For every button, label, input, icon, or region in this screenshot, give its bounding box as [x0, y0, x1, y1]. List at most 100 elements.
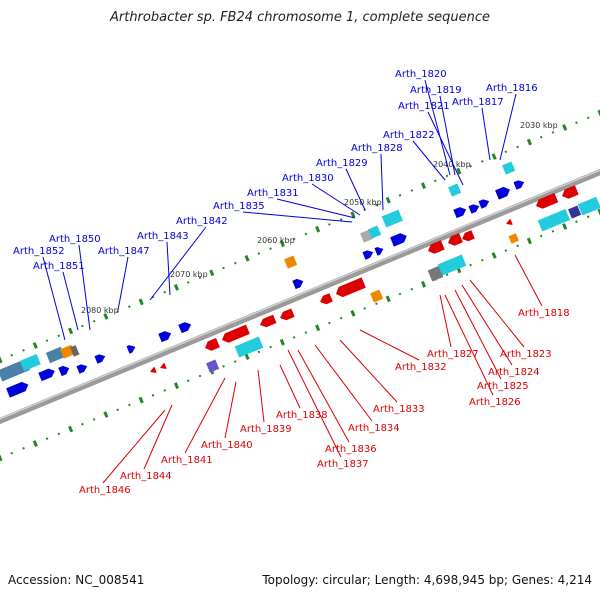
scale-tick — [186, 281, 190, 284]
scale-tick — [481, 160, 484, 163]
scale-tick — [339, 218, 343, 221]
gene-label-reverse: Arth_1818 — [518, 308, 570, 319]
leader-line — [339, 339, 398, 403]
gene-label-reverse: Arth_1839 — [240, 424, 292, 435]
backbone-highlight — [0, 169, 600, 420]
scale-tick-label: 2040 kbp — [433, 160, 471, 169]
scale-tick — [128, 305, 131, 309]
scale-tick — [163, 389, 167, 392]
forward-gene — [58, 365, 70, 377]
gene-label-forward: Arth_1852 — [13, 246, 65, 257]
gene-label-reverse: Arth_1832 — [395, 362, 447, 373]
scale-tick — [350, 309, 356, 317]
scale-tick — [279, 338, 285, 346]
gene-label-forward: Arth_1821 — [398, 101, 450, 112]
leader-line — [102, 409, 166, 484]
forward-gene — [362, 250, 374, 260]
gene-label-forward: Arth_1842 — [176, 216, 228, 227]
feature-box — [368, 225, 382, 239]
gene-box — [508, 233, 519, 244]
gene-arrow — [58, 365, 70, 377]
scale-tick — [433, 179, 437, 183]
scale-tick — [469, 263, 472, 267]
backbone-line — [0, 168, 600, 425]
leader-line — [514, 254, 543, 307]
scale-tick — [32, 342, 38, 349]
forward-gene — [374, 247, 384, 256]
feature-box — [568, 205, 582, 219]
leader-line — [287, 349, 342, 458]
scale-tick — [151, 393, 155, 397]
scale-tick — [257, 350, 261, 354]
scale-tick — [562, 124, 568, 131]
reverse-gene — [462, 230, 475, 242]
feature-box — [427, 265, 444, 282]
scale-tick — [385, 196, 391, 204]
forward-gene — [468, 204, 480, 214]
scale-tick — [304, 232, 308, 236]
scale-tick — [222, 266, 225, 270]
reverse-gene — [205, 338, 220, 351]
leader-line — [481, 107, 491, 161]
gene-label-reverse: Arth_1823 — [500, 349, 552, 360]
reverse-gene — [320, 293, 333, 305]
leader-line — [276, 198, 356, 219]
gene-box — [368, 225, 382, 239]
tick-layer: 2030 kbp 2040 kbp 2050 kbp 2060 kbp 2070 kbp… — [0, 109, 600, 462]
reverse-gene — [448, 233, 463, 246]
scale-tick — [597, 208, 600, 216]
scale-tick — [420, 281, 427, 288]
scale-tick — [116, 408, 119, 412]
leader-line — [461, 284, 513, 366]
scale-tick — [504, 249, 508, 252]
gene-box — [70, 345, 80, 357]
gene-label-forward: Arth_1819 — [410, 85, 462, 96]
leader-line — [439, 294, 452, 348]
leader-line — [314, 344, 373, 422]
scale-tick — [315, 225, 321, 233]
reverse-gene — [222, 324, 250, 343]
scale-tick — [198, 374, 202, 378]
scale-tick — [138, 298, 144, 306]
scale-tick — [292, 336, 296, 339]
gene-box — [502, 161, 516, 175]
scale-tick — [233, 261, 237, 265]
scale-tick-label: 2050 kbp — [344, 198, 382, 207]
scale-tick — [469, 164, 472, 168]
forward-gene — [6, 381, 29, 398]
leader-line — [257, 369, 265, 423]
scale-tick — [103, 411, 109, 418]
scale-tick — [163, 290, 167, 294]
leader-line — [345, 168, 366, 211]
gene-label-forward: Arth_1835 — [213, 201, 265, 212]
gene-label-reverse: Arth_1826 — [469, 397, 521, 408]
label-layer: Arth_1820 Arth_1819 Arth_1821 Arth_1817 Arth… — [13, 69, 570, 496]
leader-line — [166, 241, 171, 296]
scale-tick — [539, 234, 543, 238]
scale-tick — [420, 182, 427, 189]
scale-tick — [233, 360, 237, 363]
gene-label-reverse: Arth_1837 — [317, 459, 369, 470]
scale-tick — [385, 295, 391, 303]
scale-tick — [375, 302, 378, 305]
forward-gene — [390, 233, 407, 247]
forward-gene — [453, 207, 467, 219]
gene-arrow — [448, 233, 463, 246]
gene-box — [370, 289, 384, 303]
gene-label-forward: Arth_1820 — [395, 69, 447, 80]
gene-label-forward: Arth_1817 — [452, 97, 504, 108]
gene-label-forward: Arth_1850 — [49, 234, 101, 245]
scale-tick — [57, 432, 61, 436]
scale-tick — [491, 252, 497, 259]
leader-line — [42, 256, 66, 341]
feature-box — [70, 345, 80, 357]
gene-arrow — [468, 204, 480, 214]
forward-gene — [94, 354, 106, 364]
scale-tick — [103, 313, 109, 320]
scale-tick — [68, 425, 74, 433]
scale-tick — [92, 418, 96, 421]
scale-tick — [81, 422, 84, 426]
gene-label-reverse: Arth_1836 — [325, 444, 377, 455]
gene-box — [427, 265, 444, 282]
gene-arrow — [6, 381, 29, 398]
